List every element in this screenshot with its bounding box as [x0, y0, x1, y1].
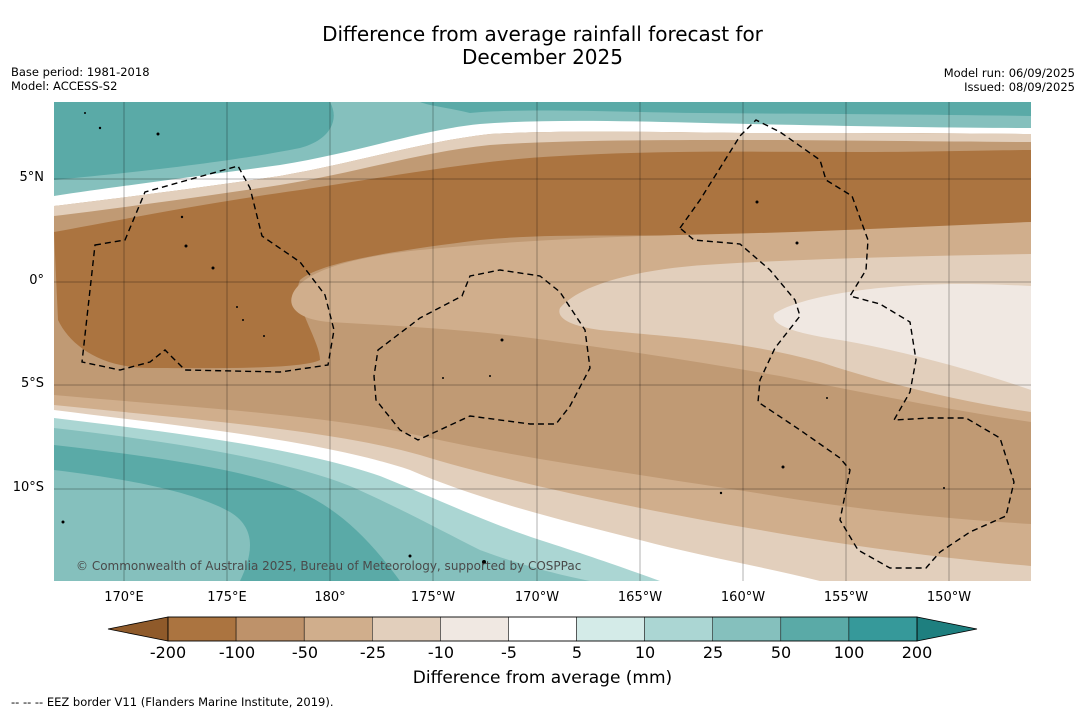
cb-tick: -100	[218, 643, 256, 662]
dark-brown-band	[54, 150, 1031, 369]
cb-tick: -200	[149, 643, 187, 662]
base-period: Base period: 1981-2018	[11, 65, 150, 79]
lon-label-175w: 175°W	[410, 590, 456, 605]
model-name: Model: ACCESS-S2	[11, 79, 118, 93]
colorbar-min-arrow	[107, 616, 169, 642]
colorbar-cell	[576, 616, 645, 642]
south-teal-pocket	[54, 470, 250, 581]
lat-label-5n: 5°N	[19, 170, 45, 185]
copyright-credit: © Commonwealth of Australia 2025, Bureau…	[76, 559, 582, 573]
cb-tick: 100	[833, 643, 865, 662]
cb-tick: 25	[702, 643, 724, 662]
colorbar-cell	[372, 616, 441, 642]
cb-tick: -10	[427, 643, 455, 662]
colorbar-max-arrow	[916, 616, 978, 642]
lon-label-160w: 160°W	[720, 590, 766, 605]
colorbar-frame	[167, 616, 918, 642]
lat-label-0: 0°	[29, 273, 44, 288]
north-dark-teal-east	[420, 102, 1031, 116]
eez-footnote: -- -- -- EEZ border V11 (Flanders Marine…	[11, 695, 334, 709]
model-run: Model run: 06/09/2025	[943, 66, 1075, 80]
colorbar-cell	[644, 616, 713, 642]
colorbar-cell	[848, 616, 918, 642]
cb-tick: -50	[291, 643, 319, 662]
issued-date: Issued: 08/09/2025	[964, 80, 1075, 94]
lon-label-155w: 155°W	[823, 590, 869, 605]
lon-label-150w: 150°W	[926, 590, 972, 605]
graticule	[54, 102, 1031, 581]
colorbar-cell	[440, 616, 509, 642]
lon-label-175e: 175°E	[207, 590, 247, 605]
cb-tick: -5	[501, 643, 517, 662]
cb-tick: 10	[634, 643, 656, 662]
map-contours	[54, 102, 1031, 581]
colorbar-label: Difference from average (mm)	[412, 668, 673, 688]
islands	[61, 112, 945, 564]
eez-kiribati-phoenix	[373, 269, 591, 441]
lon-label-170w: 170°W	[514, 590, 560, 605]
colorbar	[107, 616, 978, 642]
colorbar-cell	[235, 616, 305, 642]
colorbar-cell	[712, 616, 782, 642]
colorbar-cell	[303, 616, 373, 642]
colorbar-cell	[780, 616, 850, 642]
map-title-line2: December 2025	[462, 45, 623, 69]
cb-tick: 50	[770, 643, 792, 662]
meta-left: Base period: 1981-2018 Model: ACCESS-S2	[11, 65, 150, 93]
colorbar-cell	[508, 616, 577, 642]
lon-label-165w: 165°W	[617, 590, 663, 605]
cb-tick: -25	[359, 643, 387, 662]
cb-tick: 5	[571, 643, 583, 662]
colorbar-cell	[167, 616, 237, 642]
north-light-brown	[54, 131, 1031, 216]
east-palest-region	[773, 284, 1031, 390]
eez-kiribati-line	[679, 119, 1015, 569]
lon-label-180: 180°	[314, 590, 346, 605]
map-title-line1: Difference from average rainfall forecas…	[322, 22, 763, 46]
lat-label-5s: 5°S	[20, 376, 44, 391]
lon-label-170e: 170°E	[104, 590, 144, 605]
meta-right: Model run: 06/09/2025 Issued: 08/09/2025	[944, 66, 1075, 94]
cb-tick: 200	[901, 643, 933, 662]
eez-borders	[81, 119, 1015, 569]
lat-label-10s: 10°S	[12, 480, 44, 495]
north-white-band	[54, 120, 1031, 206]
eez-kiribati-gilbert	[81, 165, 335, 373]
